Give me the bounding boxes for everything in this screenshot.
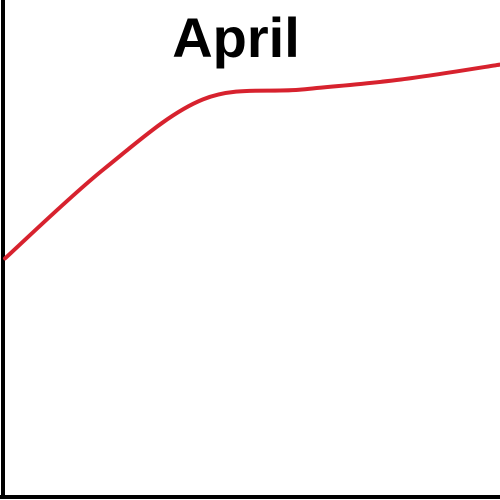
chart-title: April <box>172 6 300 69</box>
series-line <box>3 62 500 261</box>
